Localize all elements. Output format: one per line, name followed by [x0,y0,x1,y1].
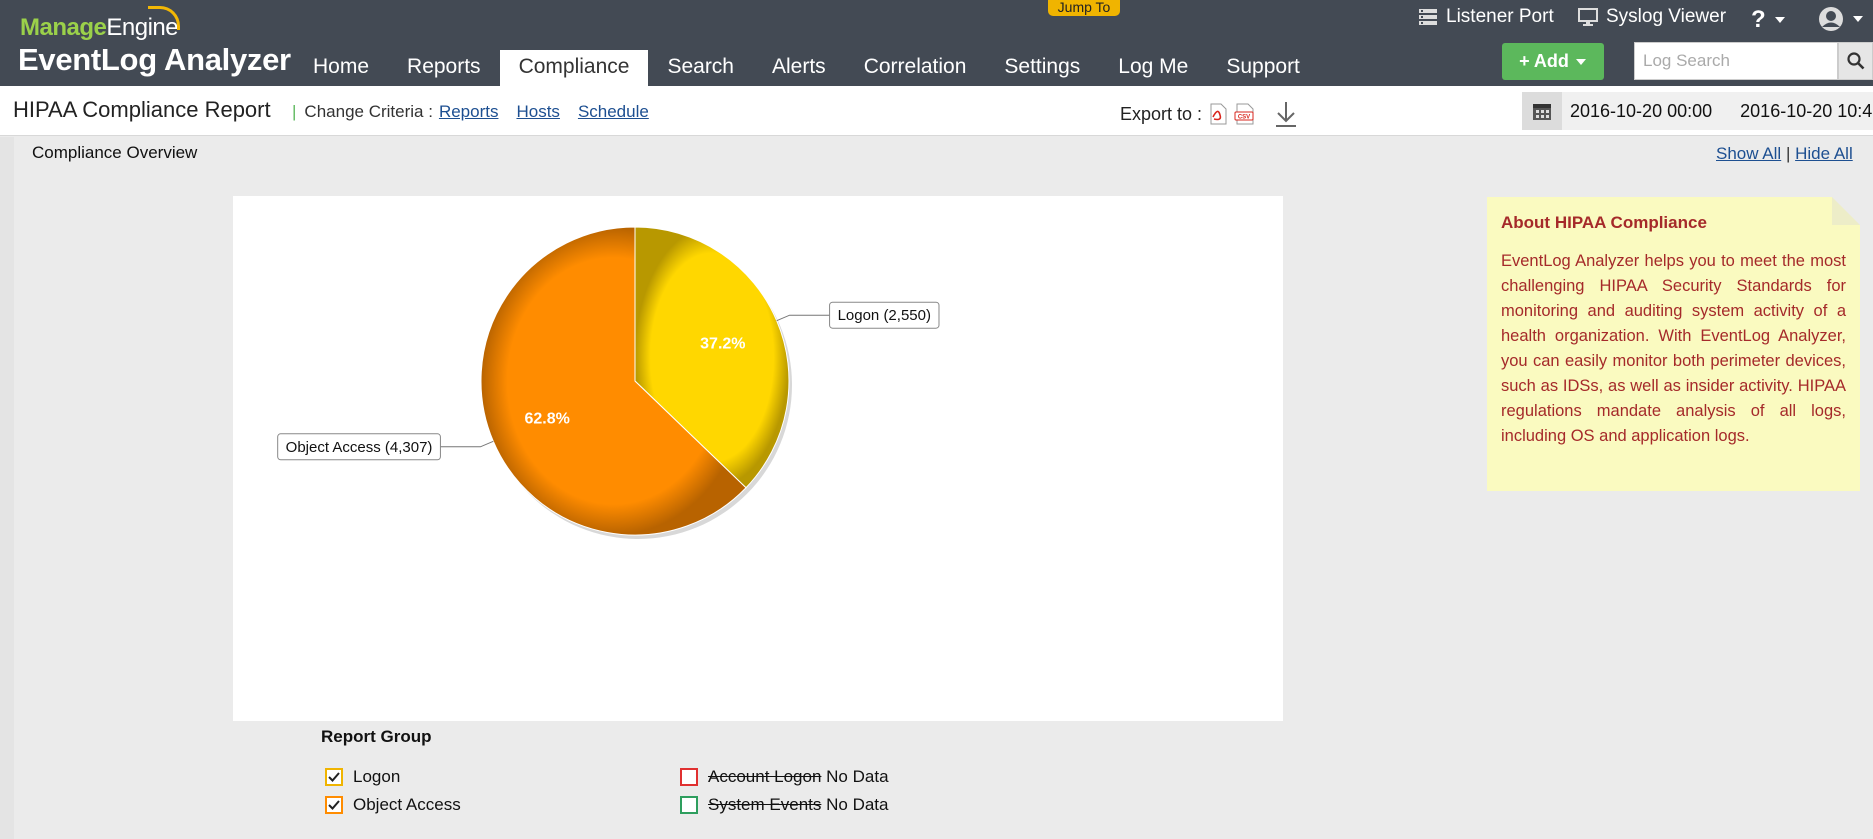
chevron-down-icon [1853,16,1863,22]
pie-callout-label: Logon (2,550) [838,307,931,324]
logo-arc [148,6,180,30]
top-header: ManageEngine EventLog Analyzer Jump To H… [0,0,1873,86]
pdf-icon[interactable] [1208,103,1228,125]
export-options: Export to : CSV [1120,100,1298,128]
about-hipaa-panel: About HIPAA Compliance EventLog Analyzer… [1487,197,1860,491]
callout-connector [440,440,494,448]
nav-settings[interactable]: Settings [1004,55,1081,78]
help-icon: ? [1751,6,1766,33]
change-criteria-label: Change Criteria : [304,102,433,121]
pie-slice[interactable] [480,226,747,536]
calendar-icon [1533,104,1551,120]
user-menu[interactable] [1818,6,1864,32]
show-all-link[interactable]: Show All [1716,144,1782,163]
chevron-down-icon [1575,58,1586,65]
show-hide-separator: | [1785,144,1791,163]
add-label: + Add [1519,51,1569,71]
product-logo[interactable]: EventLog Analyzer [18,42,291,77]
criteria-separator: | [292,102,297,121]
callout-connector [776,314,830,322]
pie-percent-label: 62.8% [524,410,569,427]
pie-chart: 37.2% Logon (2,550) 62.8% Object Access (4,… [277,226,940,539]
nav-correlation[interactable]: Correlation [863,55,967,78]
pie-slice[interactable] [634,226,790,489]
nav-search[interactable]: Search [667,55,734,78]
nav-support[interactable]: Support [1226,55,1300,78]
main-nav: Home Reports Compliance Search Alerts Co… [294,50,1319,86]
no-data-label: No Data [826,795,889,814]
pie-percent-label: 37.2% [700,336,745,353]
legend-item-system-events[interactable]: System Events No Data [680,795,888,815]
legend-item-logon[interactable]: Logon [325,767,400,787]
syslog-viewer-label: Syslog Viewer [1606,6,1727,27]
nav-alerts[interactable]: Alerts [772,55,826,78]
chart-panel: 37.2% Logon (2,550) 62.8% Object Access (4,… [233,196,1283,721]
search-button[interactable] [1838,42,1873,80]
no-data-label: No Data [826,767,889,786]
log-search-input[interactable] [1634,42,1838,80]
logo-brand-manage: Manage [20,14,107,41]
legend-label: Account Logon [708,767,822,786]
nav-compliance[interactable]: Compliance [499,50,649,86]
legend-item-account-logon[interactable]: Account Logon No Data [680,767,889,787]
pie-callout-box [829,301,940,329]
hide-all-link[interactable]: Hide All [1795,144,1853,163]
date-range-field[interactable]: 2016-10-20 00:00 2016-10-20 10:45 [1562,92,1873,130]
checkbox-checked-icon[interactable] [325,768,343,786]
report-subheader: HIPAA Compliance Report | Change Criteri… [0,86,1873,136]
criteria-reports-link[interactable]: Reports [438,102,499,121]
nav-log-me[interactable]: Log Me [1118,55,1189,78]
checkbox-unchecked-icon[interactable] [680,768,698,786]
show-hide-controls: Show All | Hide All [1716,144,1853,164]
search-icon [1846,52,1864,70]
svg-text:CSV: CSV [1238,115,1250,121]
pie-callout-label: Object Access (4,307) [286,439,433,456]
compliance-overview-title: Compliance Overview [32,143,198,162]
syslog-viewer-link[interactable]: Syslog Viewer [1578,6,1726,28]
chevron-down-icon [1774,17,1785,23]
about-title: About HIPAA Compliance [1501,213,1707,232]
legend-label: System Events [708,795,822,814]
help-menu[interactable]: ? [1751,6,1786,34]
csv-icon[interactable]: CSV [1234,103,1256,125]
left-sidebar-strip [0,137,14,839]
about-text: EventLog Analyzer helps you to meet the … [1501,252,1846,445]
legend-item-object-access[interactable]: Object Access [325,795,461,815]
page-fold-corner [1832,197,1860,225]
jump-to-button[interactable]: Jump To [1048,0,1120,16]
user-avatar-icon [1819,7,1843,31]
date-to: 2016-10-20 10:45 [1740,101,1873,121]
download-icon[interactable] [1274,100,1298,128]
listener-port-label: Listener Port [1446,6,1554,27]
add-button[interactable]: + Add [1502,43,1604,80]
checkbox-checked-icon[interactable] [325,796,343,814]
server-icon [1419,9,1437,25]
change-criteria: | Change Criteria : Reports Hosts Schedu… [292,102,661,122]
export-label: Export to : [1120,103,1203,124]
criteria-schedule-link[interactable]: Schedule [577,102,649,121]
page-title: HIPAA Compliance Report [13,97,271,122]
criteria-hosts-link[interactable]: Hosts [516,102,560,121]
legend-label: Object Access [353,795,461,814]
calendar-button[interactable] [1522,92,1562,130]
listener-port-link[interactable]: Listener Port [1418,6,1554,28]
report-group-title: Report Group [321,727,432,746]
nav-home[interactable]: Home [313,55,370,78]
pie-callout-box [277,433,441,461]
nav-reports[interactable]: Reports [407,55,481,78]
legend-label: Logon [353,767,401,786]
manageengine-logo[interactable]: ManageEngine [20,6,180,42]
date-from: 2016-10-20 00:00 [1570,101,1713,121]
monitor-icon [1578,8,1598,26]
checkbox-unchecked-icon[interactable] [680,796,698,814]
